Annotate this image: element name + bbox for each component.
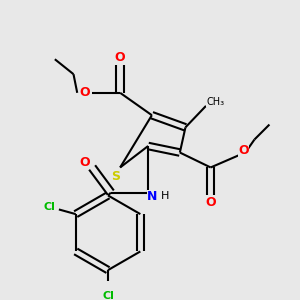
Text: N: N [147,190,157,203]
Text: O: O [115,51,125,64]
Text: O: O [80,156,90,169]
Text: S: S [111,170,120,183]
Text: Cl: Cl [44,202,56,212]
Text: H: H [161,191,169,201]
Text: Cl: Cl [102,291,114,300]
Text: O: O [238,144,249,157]
Text: O: O [80,86,90,99]
Text: CH₃: CH₃ [206,97,224,107]
Text: O: O [205,196,216,209]
